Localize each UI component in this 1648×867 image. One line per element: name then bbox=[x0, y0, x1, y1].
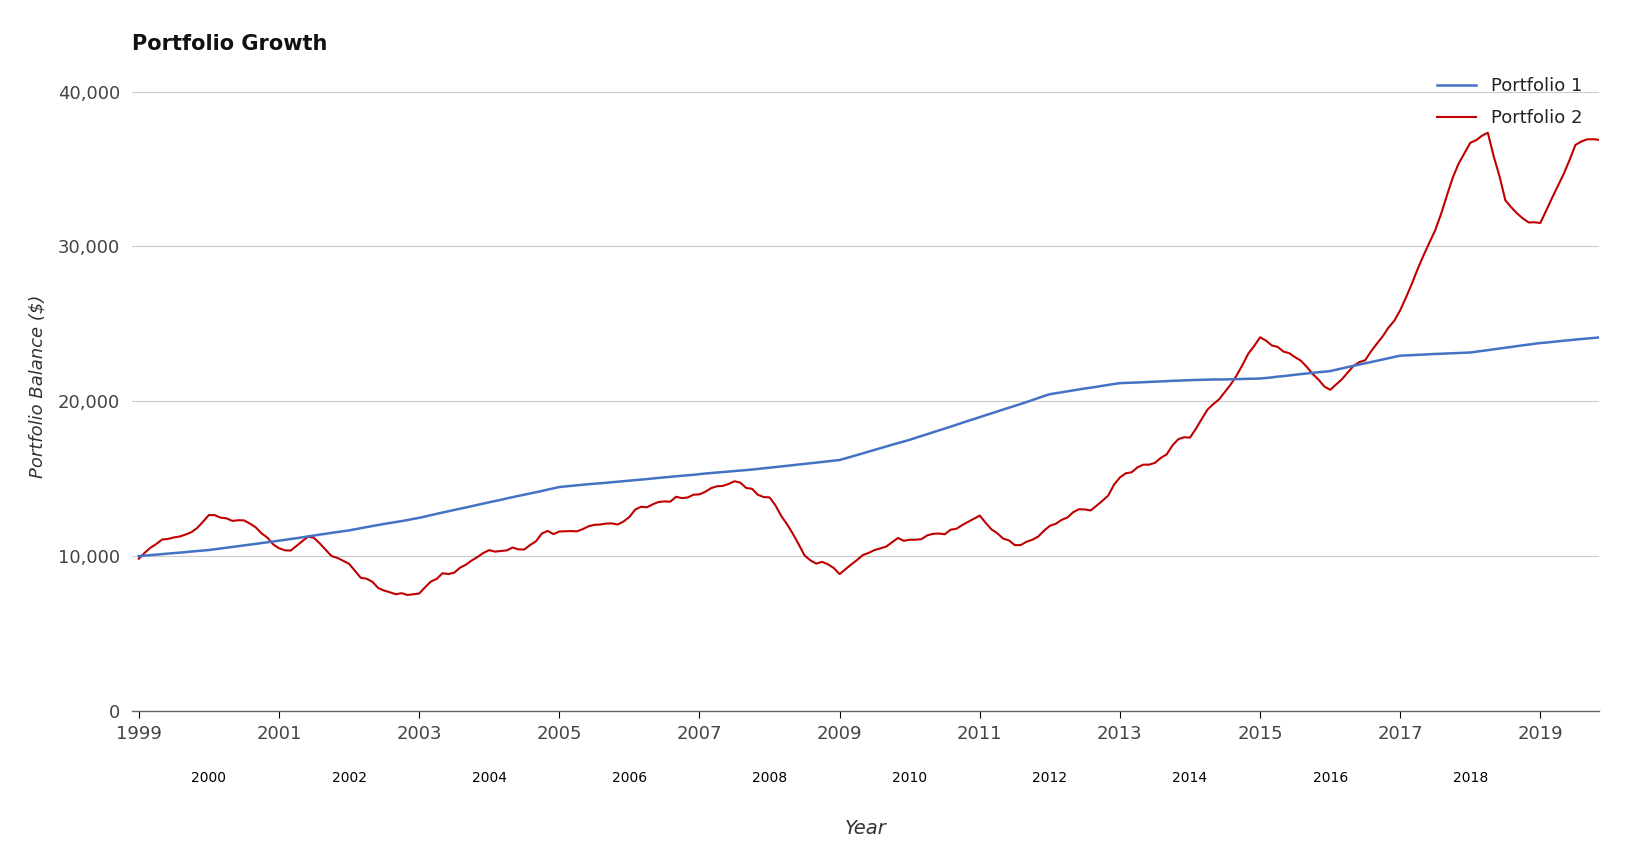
Portfolio 2 bbox=[397, 590, 417, 600]
Portfolio 2 bbox=[1297, 362, 1317, 372]
Portfolio 2 bbox=[574, 524, 593, 534]
X-axis label: Year: Year bbox=[844, 819, 887, 838]
Portfolio 2 bbox=[129, 553, 148, 564]
Portfolio 2 bbox=[1572, 136, 1592, 147]
Portfolio 2 bbox=[1595, 133, 1615, 143]
Legend: Portfolio 1, Portfolio 2: Portfolio 1, Portfolio 2 bbox=[1429, 69, 1590, 134]
Portfolio 1 bbox=[1559, 335, 1579, 345]
Portfolio 2 bbox=[1070, 504, 1089, 514]
Portfolio 1 bbox=[1290, 368, 1310, 379]
Portfolio 2 bbox=[1478, 127, 1498, 138]
Line: Portfolio 2: Portfolio 2 bbox=[138, 133, 1605, 595]
Line: Portfolio 1: Portfolio 1 bbox=[138, 337, 1605, 556]
Text: Portfolio Growth: Portfolio Growth bbox=[132, 34, 328, 54]
Portfolio 1 bbox=[567, 480, 587, 491]
Portfolio 1 bbox=[1157, 376, 1177, 387]
Portfolio 2 bbox=[1162, 440, 1182, 451]
Portfolio 1 bbox=[1063, 385, 1083, 395]
Portfolio 1 bbox=[1595, 332, 1615, 342]
Portfolio 1 bbox=[129, 551, 148, 561]
Portfolio 2 bbox=[158, 534, 178, 544]
Portfolio 1 bbox=[158, 549, 178, 559]
Y-axis label: Portfolio Balance ($): Portfolio Balance ($) bbox=[28, 294, 46, 478]
